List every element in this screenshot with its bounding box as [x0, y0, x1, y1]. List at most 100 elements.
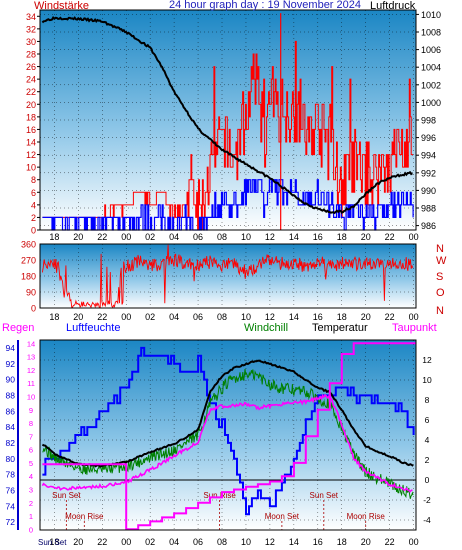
x-tick-label: 12 [265, 312, 275, 322]
x-tick-label: 18 [337, 537, 347, 547]
humidity-tick-label: 84 [6, 422, 16, 432]
rain-tick-label: 11 [27, 379, 35, 388]
x-tick-label: 18 [337, 312, 347, 322]
x-tick-label: 18 [49, 537, 59, 547]
x-tick-label: 06 [193, 232, 203, 242]
x-tick-label: 04 [169, 232, 179, 242]
x-tick-label: 18 [49, 312, 59, 322]
event-label: Moon Set [265, 512, 300, 521]
series-windstaerke [42, 40, 414, 231]
panel1-series [41, 13, 414, 231]
left-tick-label: 34 [26, 12, 36, 22]
x-tick-label: 04 [169, 537, 179, 547]
chart-title: 24 hour graph day : 19 November 2024 [169, 0, 361, 11]
right-tick-label: 998 [421, 116, 436, 126]
x-tick-label: 08 [217, 232, 227, 242]
x-sunset-label: Sun Set [38, 538, 67, 547]
rain-tick-label: 5 [29, 459, 33, 468]
right-tick-label: 1004 [421, 63, 441, 73]
humidity-tick-label: 72 [6, 517, 16, 527]
series-luftfeuchte [42, 346, 415, 516]
x-tick-label: 00 [121, 312, 131, 322]
x-tick-label: 18 [49, 232, 59, 242]
x-tick-label: 10 [241, 312, 251, 322]
temperature-tick-label: 12 [422, 355, 432, 365]
x-tick-label: 14 [289, 312, 299, 322]
x-tick-label: 00 [409, 312, 419, 322]
left-tick-label: 6 [31, 188, 36, 198]
rain-tick-label: 10 [27, 392, 35, 401]
humidity-tick-label: 94 [6, 343, 16, 353]
right-tick-label: 992 [421, 168, 436, 178]
rain-tick-label: 3 [29, 485, 33, 494]
x-tick-label: 00 [409, 537, 419, 547]
x-tick-label: 02 [145, 312, 155, 322]
humidity-tick-label: 82 [6, 438, 16, 448]
rain-tick-label: 8 [29, 419, 33, 428]
rain-tick-label: 7 [29, 432, 33, 441]
humidity-tick-label: 86 [6, 406, 16, 416]
x-tick-label: 12 [265, 537, 275, 547]
x-tick-label: 20 [73, 232, 83, 242]
x-tick-label: 20 [73, 537, 83, 547]
temperature-tick-label: -2 [423, 495, 431, 505]
panel1-x-axis: 18 20 22 00 02 04 06 08 10 12 14 16 18 20 22 00 [49, 232, 418, 242]
panel2-left-axis: 0 90 180 270 360 [21, 240, 36, 314]
left-tick-label: 18 [26, 112, 36, 122]
compass-label: S [436, 271, 443, 283]
rain-tick-label: 9 [29, 406, 33, 415]
rain-tick-label: 12 [27, 366, 35, 375]
legend-regen: Regen [2, 322, 34, 334]
temperature-tick-label: 2 [425, 455, 430, 465]
left-tick-label: 20 [26, 100, 36, 110]
compass-label: N [436, 305, 444, 317]
event-label: Sun Set [310, 491, 339, 500]
x-tick-label: 00 [409, 232, 419, 242]
rain-tick-label: 13 [27, 353, 35, 362]
left-tick-label: 24 [26, 75, 36, 85]
compass-label: N [436, 243, 444, 255]
direction-tick-label: 270 [21, 256, 36, 266]
compass-label: W [436, 255, 447, 267]
left-tick-label: 28 [26, 50, 36, 60]
x-tick-label: 16 [313, 537, 323, 547]
direction-tick-label: 0 [31, 304, 36, 314]
left-tick-label: 4 [31, 200, 36, 210]
series-taupunkt [41, 391, 413, 493]
humidity-tick-label: 92 [6, 359, 16, 369]
x-tick-label: 08 [217, 537, 227, 547]
x-tick-label: 22 [97, 232, 107, 242]
x-tick-label: 02 [145, 232, 155, 242]
temperature-tick-label: 8 [425, 395, 430, 405]
direction-tick-label: 180 [21, 272, 36, 282]
right-tick-label: 1008 [421, 28, 441, 38]
rain-tick-label: 0 [29, 525, 33, 534]
x-tick-label: 10 [241, 537, 251, 547]
temperature-tick-label: 4 [425, 435, 430, 445]
left-tick-label: 26 [26, 62, 36, 72]
x-tick-label: 16 [313, 312, 323, 322]
left-tick-label: 8 [31, 175, 36, 185]
x-tick-label: 22 [385, 232, 395, 242]
legend-temperatur: Temperatur [312, 322, 368, 334]
rain-tick-label: 6 [29, 446, 33, 455]
humidity-tick-label: 90 [6, 375, 16, 385]
panel1-right-axis: 986 988 990 992 994 996 998 1000 1002 1004 1006 100… [416, 10, 441, 231]
humidity-tick-label: 78 [6, 470, 16, 480]
event-label: Moon Rise [347, 512, 386, 521]
rain-tick-label: 1 [29, 512, 33, 521]
panel3-temperature-axis: -4 -2 0 2 4 6 8 10 12 [422, 355, 432, 525]
panel-temperature-humidity: Sun Set Moon Rise Sun Rise Moon Set Sun Set M… [2, 322, 437, 547]
left-tick-label: 10 [26, 163, 36, 173]
rain-tick-label: 14 [27, 339, 35, 348]
x-tick-label: 00 [121, 232, 131, 242]
event-label: Sun Rise [203, 491, 236, 500]
panel-wind-pressure: 24 hour graph day : 19 November 2024 Win… [26, 0, 441, 242]
x-tick-label: 22 [385, 537, 395, 547]
x-tick-label: 22 [385, 312, 395, 322]
panel3-frame [39, 339, 417, 531]
compass-label: O [436, 287, 445, 299]
